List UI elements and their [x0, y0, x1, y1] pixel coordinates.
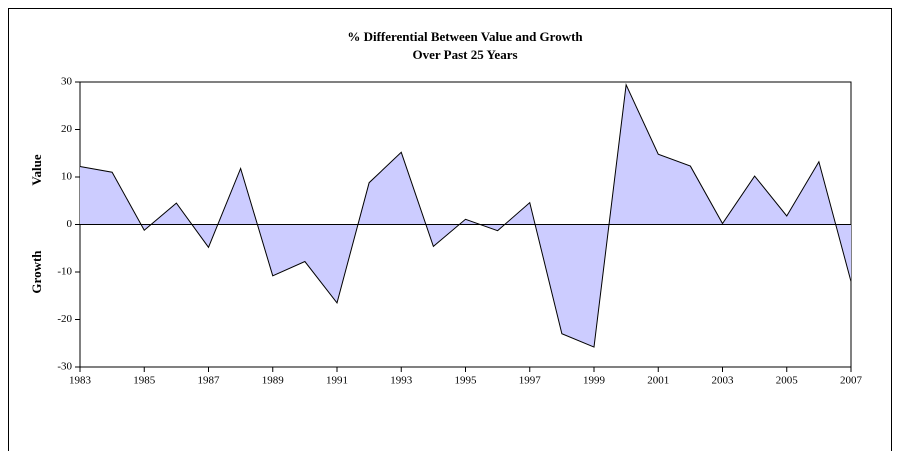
x-tick-label: 1991: [326, 375, 348, 387]
x-tick-label: 1997: [519, 375, 542, 387]
chart-subtitle: Over Past 25 Years: [412, 47, 517, 62]
x-tick-label: 1993: [390, 375, 413, 387]
y-tick-label: 30: [61, 76, 73, 88]
y-axis-title-positive: Value: [29, 154, 44, 186]
chart-frame: [8, 8, 892, 451]
x-tick-label: 2001: [647, 375, 669, 387]
x-tick-label: 2003: [712, 375, 735, 387]
y-tick-label: -10: [57, 266, 72, 278]
y-tick-label: 20: [61, 123, 73, 135]
x-tick-label: 1995: [455, 375, 478, 387]
x-tick-label: 2007: [840, 375, 863, 387]
area-fill: [80, 84, 851, 348]
x-tick-label: 1983: [69, 375, 92, 387]
x-tick-label: 1987: [198, 375, 221, 387]
y-tick-label: 0: [67, 218, 73, 230]
y-tick-label: -30: [57, 361, 72, 373]
y-tick-label: 10: [61, 171, 73, 183]
x-tick-label: 1985: [133, 375, 156, 387]
y-tick-label: -20: [57, 313, 72, 325]
chart-title: % Differential Between Value and Growth: [347, 29, 583, 44]
x-tick-label: 1999: [583, 375, 606, 387]
y-axis-title-negative: Growth: [29, 250, 44, 294]
x-tick-label: 2005: [776, 375, 799, 387]
x-tick-label: 1989: [262, 375, 285, 387]
area-line: [79, 83, 852, 348]
